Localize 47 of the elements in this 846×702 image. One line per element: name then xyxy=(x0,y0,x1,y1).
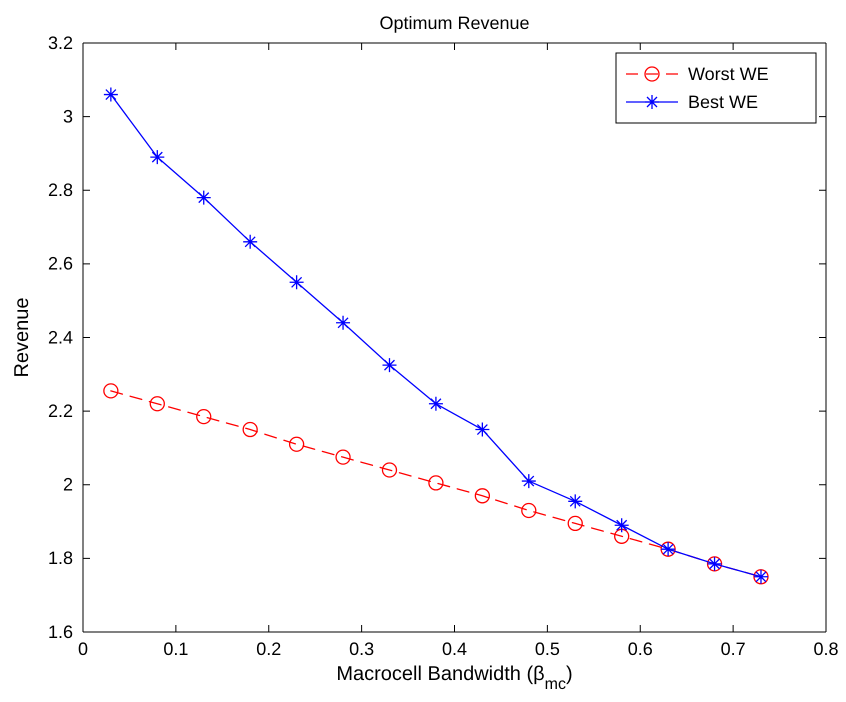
point xyxy=(288,274,304,290)
x-axis-title: Macrocell Bandwidth (β$_{mc}$) xyxy=(336,663,573,692)
x-tick-label: 0.6 xyxy=(628,638,653,659)
point xyxy=(568,516,583,532)
point xyxy=(521,473,536,489)
point xyxy=(568,494,583,509)
y-tick-label: 2 xyxy=(62,474,73,495)
y-tick-label: 1.6 xyxy=(48,622,73,642)
point xyxy=(428,475,444,491)
x-tick-label: 0.5 xyxy=(534,638,560,659)
point xyxy=(428,396,444,412)
point xyxy=(335,315,351,330)
x-tick-label: 0.2 xyxy=(256,638,282,659)
point xyxy=(521,502,536,518)
point xyxy=(150,149,165,165)
x-tick-label: 0.7 xyxy=(720,638,746,659)
point xyxy=(150,396,165,412)
y-tick-label: 3.2 xyxy=(48,32,73,53)
point xyxy=(335,449,351,465)
point xyxy=(614,518,630,533)
x-tick-label: 0.4 xyxy=(442,638,468,659)
point xyxy=(382,357,398,373)
point xyxy=(103,86,119,102)
point xyxy=(196,408,212,424)
point xyxy=(614,528,630,544)
x-tick-label: 0.8 xyxy=(813,638,839,659)
point xyxy=(474,422,490,438)
y-tick-label: 2.2 xyxy=(48,400,73,421)
legend-label: Best WE xyxy=(688,92,758,112)
y-tick-label: 2.6 xyxy=(48,254,73,274)
y-tick-label: 1.8 xyxy=(48,548,73,568)
point xyxy=(382,462,398,478)
point xyxy=(288,436,304,452)
point xyxy=(242,234,258,250)
y-tick-label: 2.8 xyxy=(48,180,73,200)
chart-title: Optimum Revenue xyxy=(379,13,530,33)
point xyxy=(103,383,119,399)
y-tick-label: 2.4 xyxy=(48,327,73,348)
point xyxy=(196,190,212,206)
point xyxy=(474,488,490,504)
x-tick-label: 0.1 xyxy=(163,638,188,659)
x-tick-label: 0 xyxy=(78,638,88,659)
y-tick-label: 3 xyxy=(62,106,73,126)
x-tick-label: 0.3 xyxy=(349,638,374,659)
legend-label: Worst WE xyxy=(688,64,769,84)
y-axis-title: Revenue xyxy=(11,297,33,378)
point xyxy=(242,422,258,438)
